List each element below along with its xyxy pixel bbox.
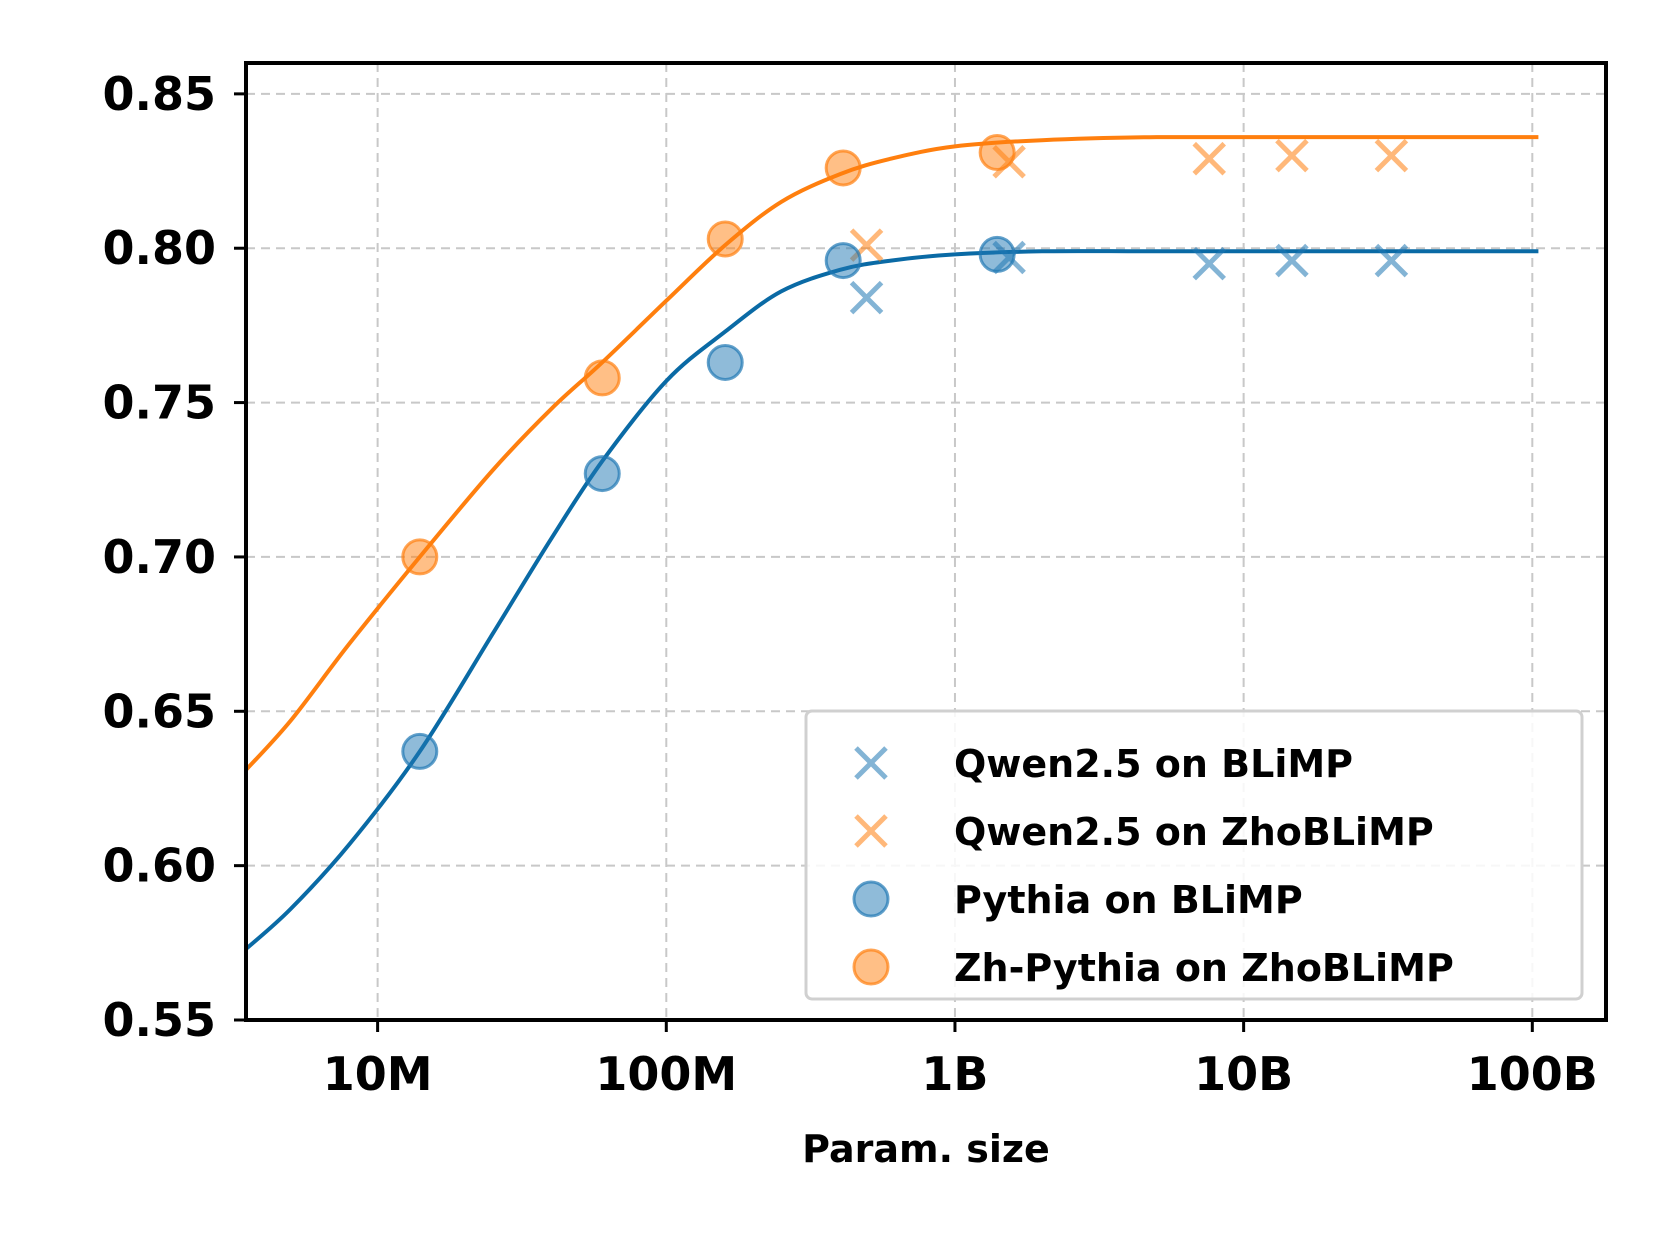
circle-marker (706, 343, 744, 381)
x-axis-label: Param. size (802, 1127, 1050, 1171)
y-tick-label: 0.70 (103, 530, 217, 584)
x-marker (1374, 138, 1409, 173)
circle-marker (824, 242, 862, 280)
x-tick-label: 1B (921, 1047, 988, 1101)
y-tick-label: 0.75 (103, 376, 217, 430)
circle-marker (978, 134, 1016, 172)
legend-box (804, 709, 1584, 1001)
y-tick-label: 0.80 (103, 221, 217, 275)
x-marker (1374, 243, 1409, 278)
legend: Qwen2.5 on BLiMP Qwen2.5 on ZhoBLiMP Pythi… (804, 709, 1584, 1001)
plot-frame (244, 61, 1608, 1022)
legend-label: Pythia on BLiMP (954, 878, 1303, 922)
circle-marker (706, 220, 744, 258)
legend-label: Zh-Pythia on ZhoBLiMP (954, 946, 1454, 990)
data-points (401, 134, 1409, 770)
circle-marker (583, 359, 621, 397)
circle-marker (401, 732, 439, 770)
x-tick-label: 100B (1467, 1047, 1598, 1101)
x-tick-label: 100M (595, 1047, 737, 1101)
x-marker (1192, 141, 1226, 176)
x-marker (1275, 243, 1309, 278)
legend-label: Qwen2.5 on BLiMP (954, 742, 1353, 786)
x-marker (1192, 246, 1226, 281)
circle-marker (978, 235, 1016, 273)
y-tick-label: 0.60 (103, 839, 217, 893)
y-tick-label: 0.85 (103, 67, 217, 121)
x-marker (854, 746, 888, 780)
x-tick-label: 10M (323, 1047, 433, 1101)
x-marker (854, 814, 888, 848)
legend-label: Qwen2.5 on ZhoBLiMP (954, 810, 1434, 854)
circle-marker (852, 880, 890, 918)
circle-marker (824, 149, 862, 187)
circle-marker (583, 455, 621, 493)
x-marker (849, 280, 884, 315)
y-tick-label: 0.65 (103, 684, 217, 738)
x-tick-label: 10B (1194, 1047, 1293, 1101)
x-marker (1275, 138, 1309, 173)
circle-marker (401, 538, 439, 576)
y-tick-label: 0.55 (103, 993, 217, 1047)
fit-curve (244, 134, 1539, 772)
y-axis-ticks: 0.55 0.60 0.65 0.70 0.75 0.80 0.85 (103, 67, 246, 1047)
x-axis-ticks: 10M 100M 1B 10B 100B (323, 1020, 1598, 1101)
circle-marker (852, 948, 890, 986)
